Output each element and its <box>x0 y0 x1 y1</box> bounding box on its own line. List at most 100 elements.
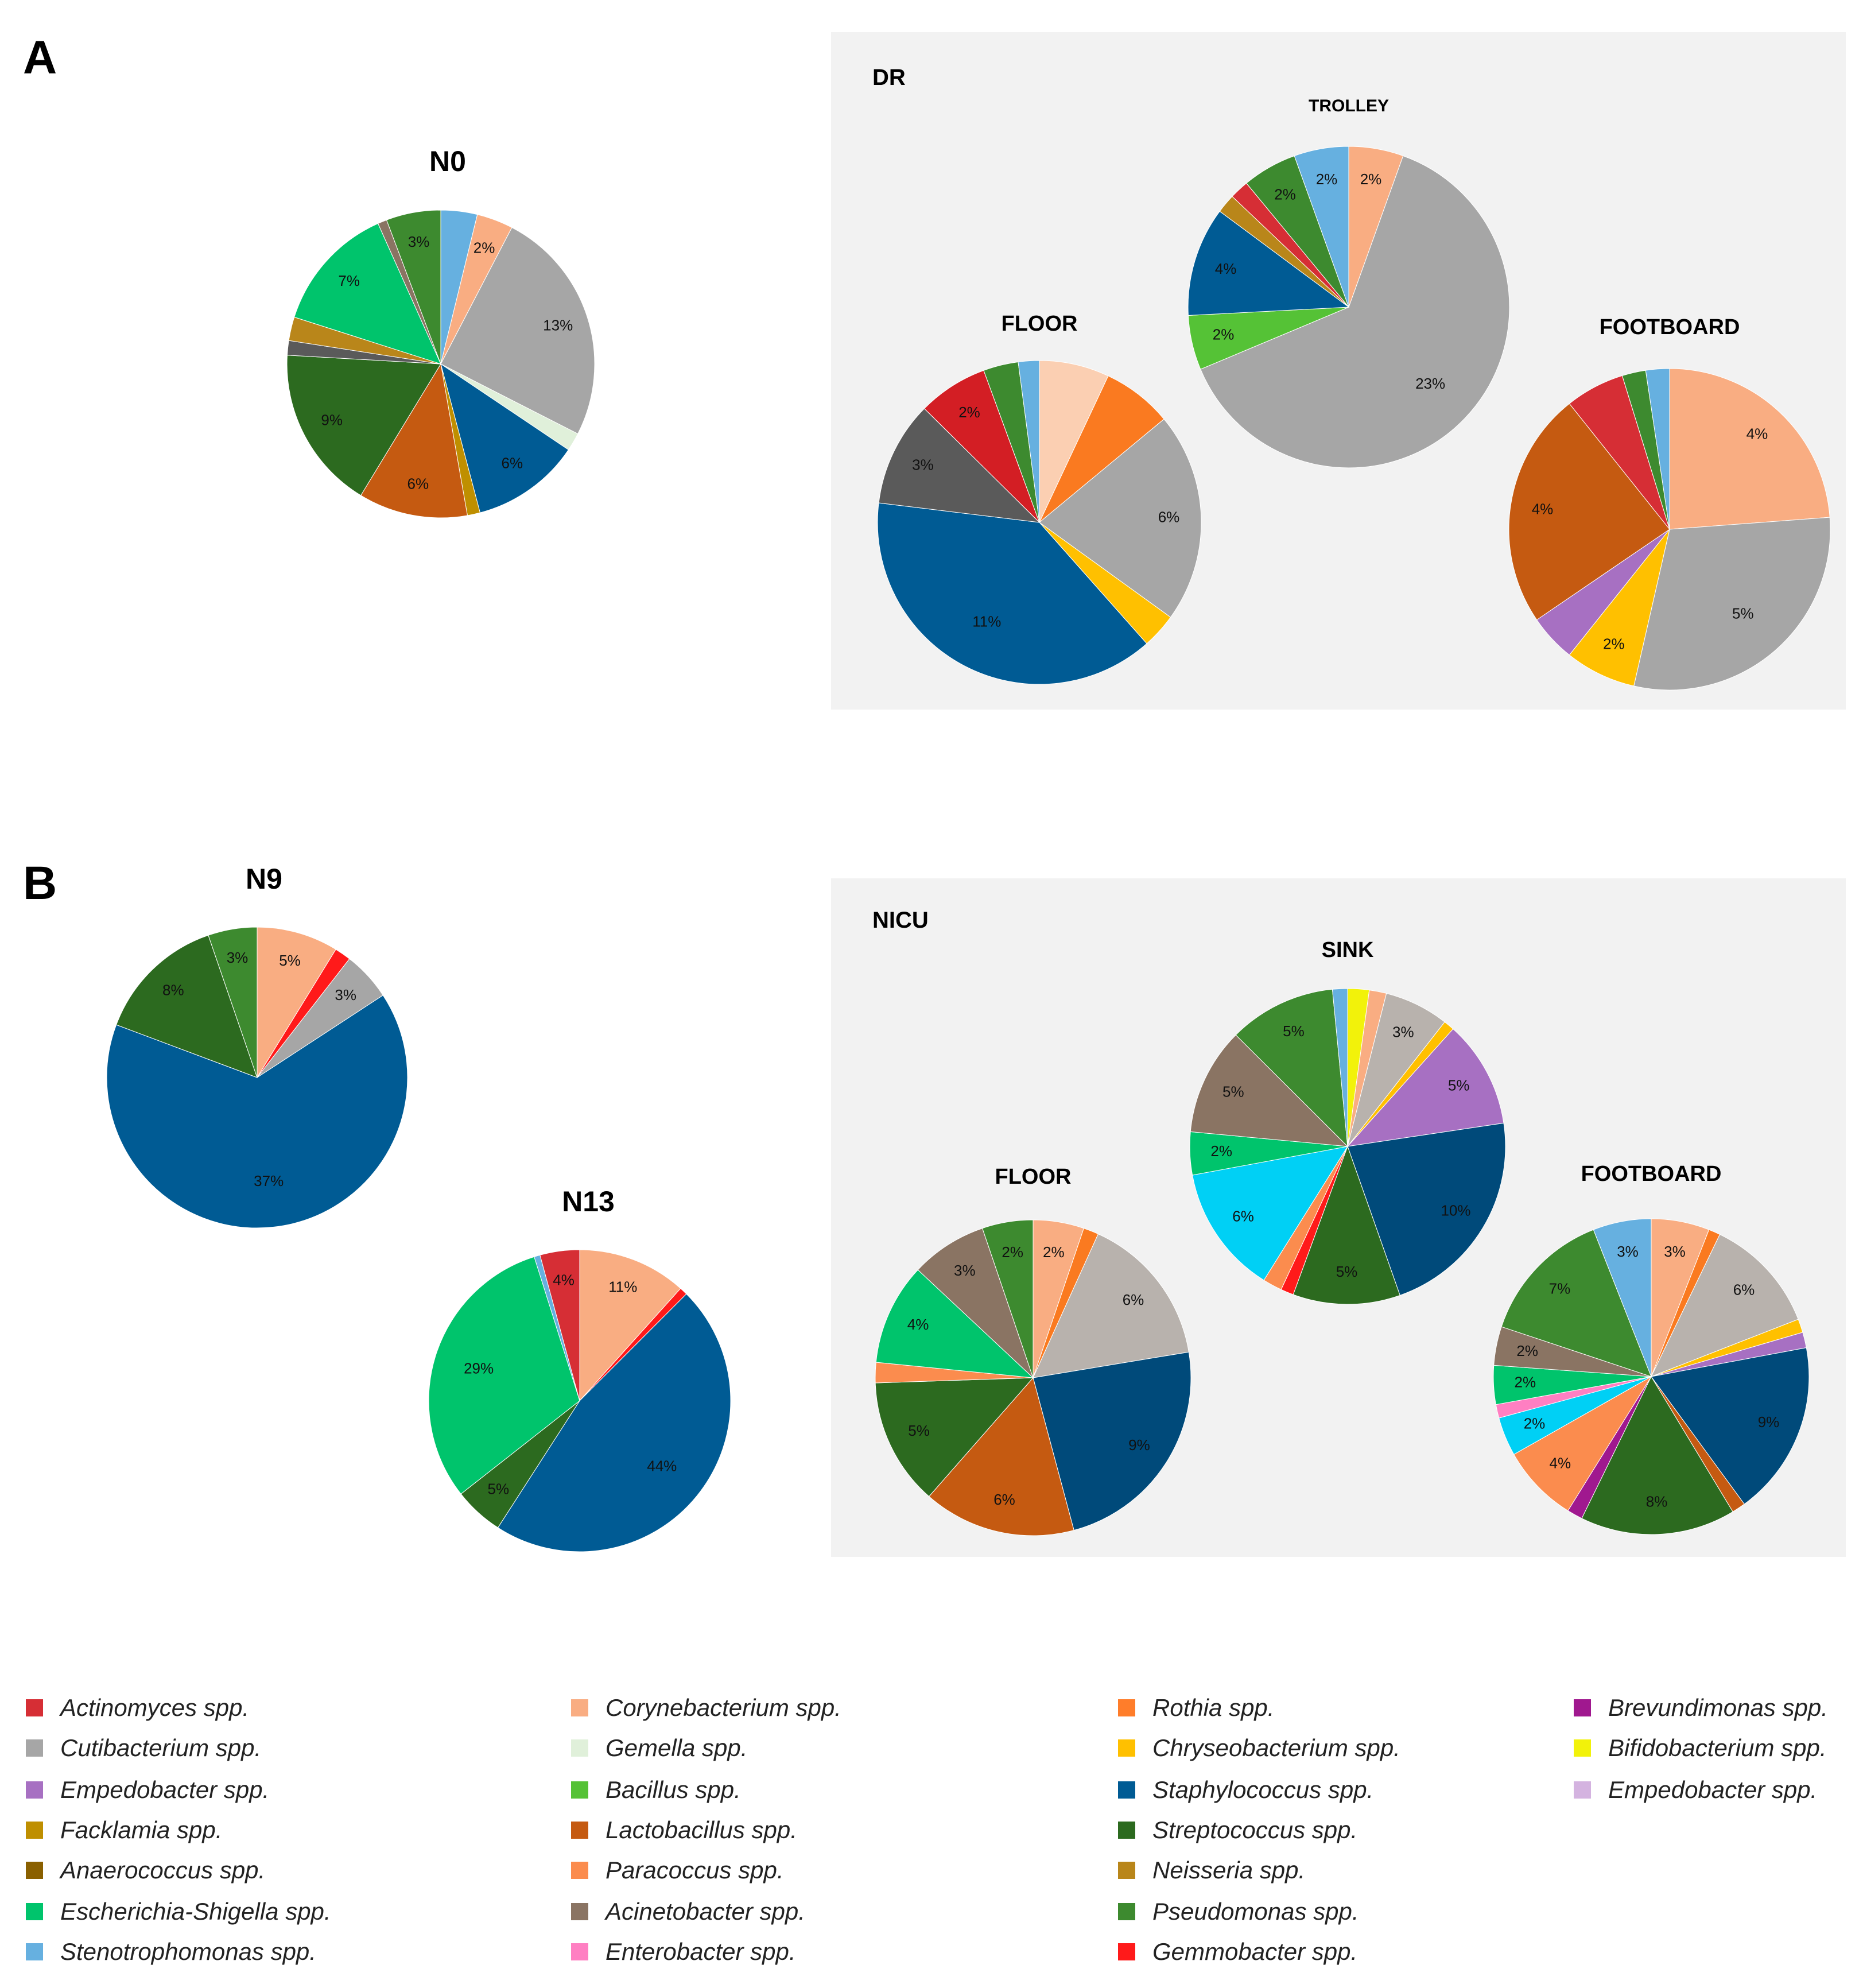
slice-label: 5% <box>279 952 301 969</box>
slice-label: 8% <box>1646 1493 1668 1510</box>
pie-slice <box>1633 517 1831 691</box>
legend-swatch <box>26 1699 43 1716</box>
pie-slice <box>1033 1233 1189 1378</box>
pie-slice <box>1192 1146 1349 1281</box>
legend-swatch <box>26 1903 43 1920</box>
pie-slice <box>877 502 1147 685</box>
legend-swatch <box>26 1781 43 1799</box>
pie-n9: 5% 3% 37% 8% 3% N9 <box>106 863 408 1229</box>
legend-swatch <box>571 1822 588 1839</box>
pie-slice <box>286 355 441 496</box>
slice-label: 3% <box>335 986 356 1003</box>
slice-label: 4% <box>907 1316 929 1333</box>
slice-label: 5% <box>488 1480 510 1497</box>
chart-title: FLOOR <box>1002 312 1078 336</box>
legend-label: Rothia spp. <box>1152 1694 1275 1721</box>
pie-slice <box>1033 1351 1191 1531</box>
slice-label: 4% <box>1550 1454 1571 1471</box>
legend-label: Pseudomonas spp. <box>1152 1898 1359 1925</box>
pie-slice <box>1645 368 1670 530</box>
legend-item: Actinomyces spp. <box>26 1694 249 1722</box>
legend-item: Bifidobacterium spp. <box>1574 1734 1827 1762</box>
pie-slice <box>1294 146 1349 308</box>
legend-label: Chryseobacterium spp. <box>1152 1734 1400 1761</box>
legend-item: Lactobacillus spp. <box>571 1816 797 1844</box>
pie-slice <box>875 1377 1034 1497</box>
legend-label: Enterobacter spp. <box>606 1938 796 1965</box>
slice-label: 2% <box>1213 326 1235 343</box>
dr-group-label: DR <box>872 65 906 90</box>
pie-n0: 2% 13% 6% 6% 9% 7% 3% N0 <box>286 145 595 518</box>
legend-label: Cutibacterium spp. <box>60 1734 262 1761</box>
slice-label: 2% <box>1603 635 1625 653</box>
slice-label: 3% <box>1392 1023 1414 1040</box>
legend-item: Escherichia-Shigella spp. <box>26 1898 331 1925</box>
legend-swatch <box>1118 1781 1135 1799</box>
slice-label: 6% <box>993 1491 1015 1508</box>
slice-label: 2% <box>1002 1243 1023 1261</box>
slice-label: 2% <box>1316 170 1338 188</box>
legend-item: Corynebacterium spp. <box>571 1694 841 1722</box>
slice-label: 2% <box>1515 1374 1536 1391</box>
pie-slice <box>981 1219 1034 1378</box>
legend-label: Empedobacter spp. <box>1608 1776 1818 1803</box>
slice-label: 7% <box>338 272 360 289</box>
legend-label: Actinomyces spp. <box>60 1694 250 1721</box>
legend-item: Cutibacterium spp. <box>26 1734 261 1762</box>
pie-slice <box>1347 993 1445 1147</box>
pie-slice <box>1581 1375 1733 1535</box>
legend-label: Stenotrophomonas spp. <box>60 1938 316 1965</box>
pie-nicu-footboard: 3% 6% 9% 8% 4% 2% 2% 2% 7% 3% FOOTBOARD <box>1493 1162 1810 1535</box>
legend-swatch <box>26 1943 43 1960</box>
legend-label: Streptococcus spp. <box>1152 1816 1358 1843</box>
pie-slice <box>440 227 595 435</box>
legend-item: Empedobacter spp. <box>1574 1776 1817 1804</box>
pie-slice <box>923 370 1040 523</box>
slice-label: 2% <box>1043 1243 1065 1261</box>
legend-swatch <box>1574 1699 1591 1716</box>
slice-label: 2% <box>1516 1342 1538 1359</box>
pie-dr-footboard: 4% 5% 2% 4% FOOTBOARD <box>1508 315 1831 691</box>
slice-label: 2% <box>473 239 495 256</box>
slice-label: 3% <box>1617 1243 1639 1260</box>
pie-slice <box>386 210 441 365</box>
slice-label: 10% <box>1441 1202 1470 1219</box>
slice-label: 29% <box>464 1360 494 1377</box>
legend-swatch <box>1118 1699 1135 1716</box>
slice-label: 5% <box>1448 1077 1470 1094</box>
pie-slice <box>1347 1122 1506 1296</box>
legend-label: Lactobacillus spp. <box>606 1816 797 1843</box>
legend-label: Escherichia-Shigella spp. <box>60 1898 331 1925</box>
pie-slice <box>1187 211 1350 316</box>
pie-slice <box>1569 529 1670 687</box>
panel-a-letter: A <box>23 32 57 84</box>
legend-label: Facklamia spp. <box>60 1816 223 1843</box>
legend-label: Acinetobacter spp. <box>606 1898 805 1925</box>
legend-item: Anaerococcus spp. <box>26 1857 265 1884</box>
legend-swatch <box>1118 1822 1135 1839</box>
slice-label: 2% <box>1360 170 1382 188</box>
legend-swatch <box>1574 1739 1591 1757</box>
pie-slice <box>440 363 569 513</box>
legend-label: Bacillus spp. <box>606 1776 741 1803</box>
pie-slice <box>1039 375 1165 523</box>
legend-label: Gemella spp. <box>606 1734 748 1761</box>
legend-item: Paracoccus spp. <box>571 1857 784 1884</box>
pie-slice <box>1293 1145 1400 1305</box>
legend-item: Staphylococcus spp. <box>1118 1776 1373 1804</box>
slice-label: 6% <box>1158 508 1180 525</box>
legend-label: Corynebacterium spp. <box>606 1694 841 1721</box>
slice-label: 2% <box>1274 185 1296 203</box>
pie-slice <box>1018 360 1040 523</box>
pie-slice <box>1651 1347 1810 1505</box>
legend-swatch <box>1118 1903 1135 1920</box>
legend-swatch <box>26 1862 43 1879</box>
slice-label: 3% <box>1664 1243 1686 1260</box>
legend-label: Staphylococcus spp. <box>1152 1776 1374 1803</box>
pie-slice <box>875 1269 1034 1378</box>
legend-label: Paracoccus spp. <box>606 1857 784 1884</box>
slice-label: 11% <box>608 1278 637 1295</box>
pie-slice <box>1190 1034 1349 1147</box>
pie-nicu-floor: 2% 6% 9% 6% 5% 4% 3% 2% FLOOR <box>875 1165 1191 1536</box>
pie-slice <box>540 1249 580 1401</box>
